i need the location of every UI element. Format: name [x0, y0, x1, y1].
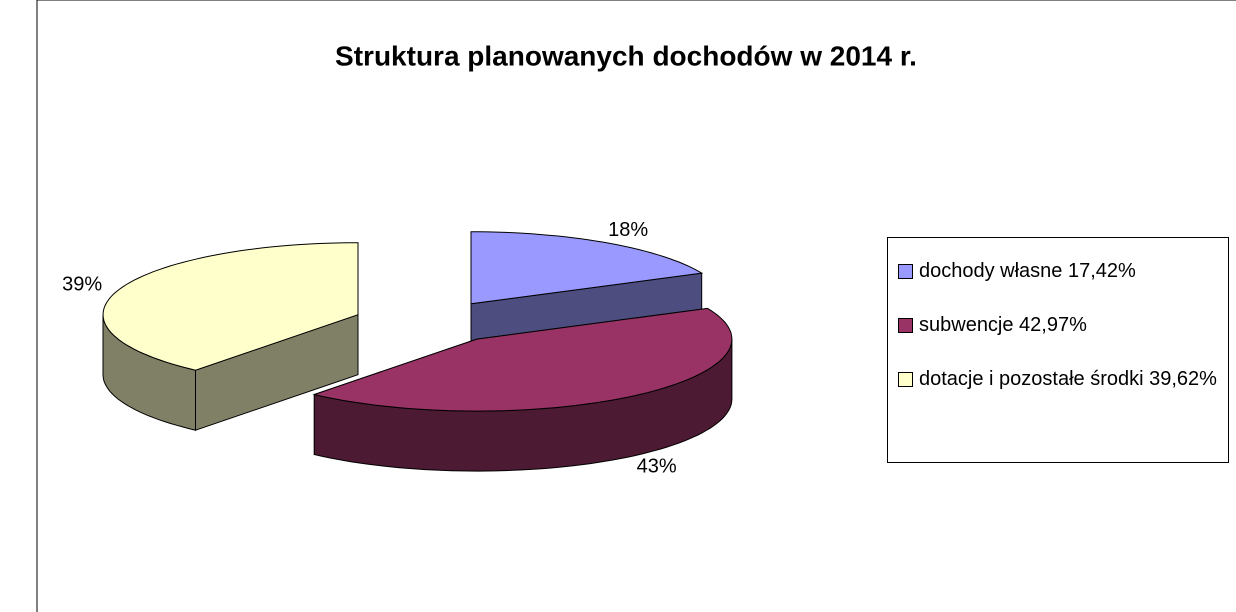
data-label: 43% — [637, 456, 677, 478]
slice-top — [312, 307, 733, 412]
slice — [312, 307, 733, 472]
slice-top — [102, 242, 359, 371]
legend: dochody własne 17,42% subwencje 42,97% dot… — [887, 237, 1229, 463]
data-label: 18% — [608, 219, 648, 241]
legend-item: dotacje i pozostałe środki 39,62% — [898, 366, 1224, 392]
data-label: 39% — [62, 274, 102, 296]
chart-title: Struktura planowanych dochodów w 2014 r. — [335, 40, 917, 71]
legend-item: dochody własne 17,42% — [898, 258, 1224, 284]
slice — [102, 242, 359, 431]
legend-swatch — [898, 372, 913, 387]
legend-label: dochody własne 17,42% — [919, 260, 1136, 282]
legend-label: subwencje 42,97% — [919, 314, 1087, 336]
legend-swatch — [898, 264, 913, 279]
legend-swatch — [898, 318, 913, 333]
legend-item: subwencje 42,97% — [898, 312, 1224, 338]
slice-top — [470, 231, 704, 305]
legend-label: dotacje i pozostałe środki 39,62% — [919, 368, 1217, 390]
